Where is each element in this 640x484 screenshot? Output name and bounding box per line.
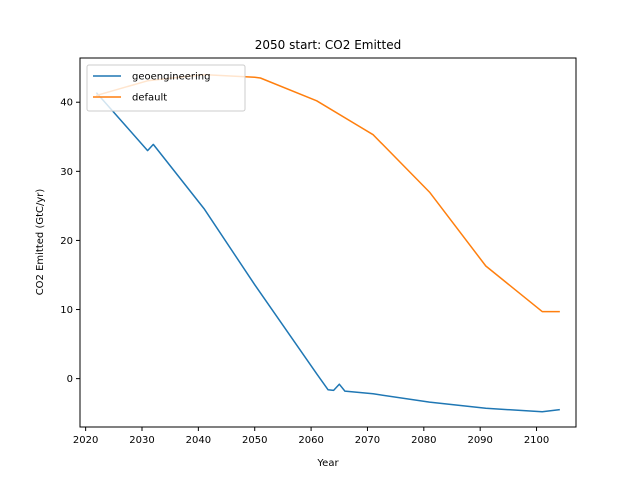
legend-box bbox=[86, 64, 246, 112]
x-tick-label: 2050 bbox=[242, 435, 267, 446]
legend-label-geoengineering: geoengineering bbox=[132, 72, 210, 83]
x-tick-label: 2060 bbox=[298, 435, 323, 446]
legend: geoengineering default bbox=[86, 64, 246, 112]
y-axis-label: CO2 Emitted (GtC/yr) bbox=[35, 189, 46, 296]
x-tick-label: 2100 bbox=[524, 435, 549, 446]
series-layer bbox=[95, 73, 560, 413]
y-tick-label: 0 bbox=[67, 374, 73, 385]
chart-title: 2050 start: CO2 Emitted bbox=[255, 38, 401, 52]
x-axis-label: Year bbox=[316, 458, 339, 469]
x-tick-label: 2080 bbox=[411, 435, 436, 446]
x-tick-label: 2070 bbox=[355, 435, 380, 446]
x-tick-label: 2020 bbox=[73, 435, 98, 446]
x-tick-label: 2040 bbox=[186, 435, 211, 446]
x-tick-label: 2090 bbox=[467, 435, 492, 446]
x-tick-label: 2030 bbox=[129, 435, 154, 446]
y-axis: 0 10 20 30 40 bbox=[60, 98, 80, 385]
series-line-geoengineering bbox=[95, 92, 560, 413]
y-tick-label: 20 bbox=[60, 236, 73, 247]
plot-frame bbox=[79, 57, 577, 428]
legend-label-default: default bbox=[132, 93, 167, 104]
y-tick-label: 30 bbox=[60, 167, 73, 178]
y-tick-label: 10 bbox=[60, 305, 73, 316]
y-tick-label: 40 bbox=[60, 98, 73, 109]
x-axis: 2020 2030 2040 2050 2060 2070 2080 2090 2100 bbox=[73, 427, 549, 446]
